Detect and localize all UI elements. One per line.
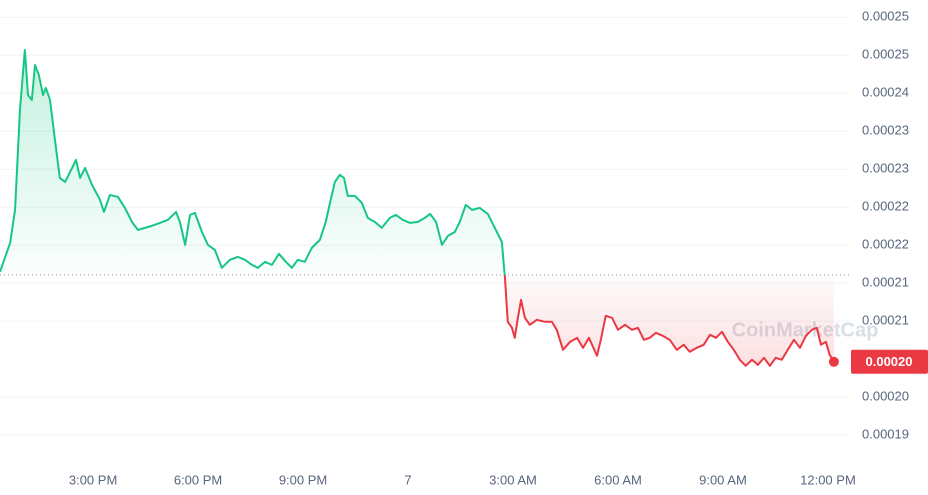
price-badge-label: 0.00020 — [866, 354, 913, 369]
y-tick-label: 0.00022 — [862, 237, 909, 252]
y-tick-label: 0.00021 — [862, 313, 909, 328]
y-tick-label: 0.00021 — [862, 275, 909, 290]
price-badge — [851, 349, 928, 374]
y-tick-label: 0.00025 — [862, 47, 909, 62]
x-tick-label: 7 — [404, 472, 411, 487]
price-area — [0, 50, 834, 366]
price-line — [0, 49, 835, 367]
x-tick-label: 3:00 PM — [69, 472, 117, 487]
y-tick-label: 0.00024 — [862, 85, 909, 100]
x-tick-label: 6:00 AM — [594, 472, 642, 487]
y-tick-label: 0.00019 — [862, 427, 909, 442]
y-tick-label: 0.00023 — [862, 161, 909, 176]
plot — [0, 49, 850, 367]
x-tick-label: 12:00 PM — [800, 472, 856, 487]
x-tick-label: 9:00 AM — [699, 472, 747, 487]
y-tick-label: 0.00020 — [862, 389, 909, 404]
y-tick-label: 0.00025 — [862, 9, 909, 24]
x-tick-label: 9:00 PM — [279, 472, 327, 487]
x-tick-label: 6:00 PM — [174, 472, 222, 487]
last-point — [828, 356, 839, 367]
y-tick-label: 0.00023 — [862, 123, 909, 138]
y-tick-label: 0.00022 — [862, 199, 909, 214]
x-tick-label: 3:00 AM — [489, 472, 537, 487]
